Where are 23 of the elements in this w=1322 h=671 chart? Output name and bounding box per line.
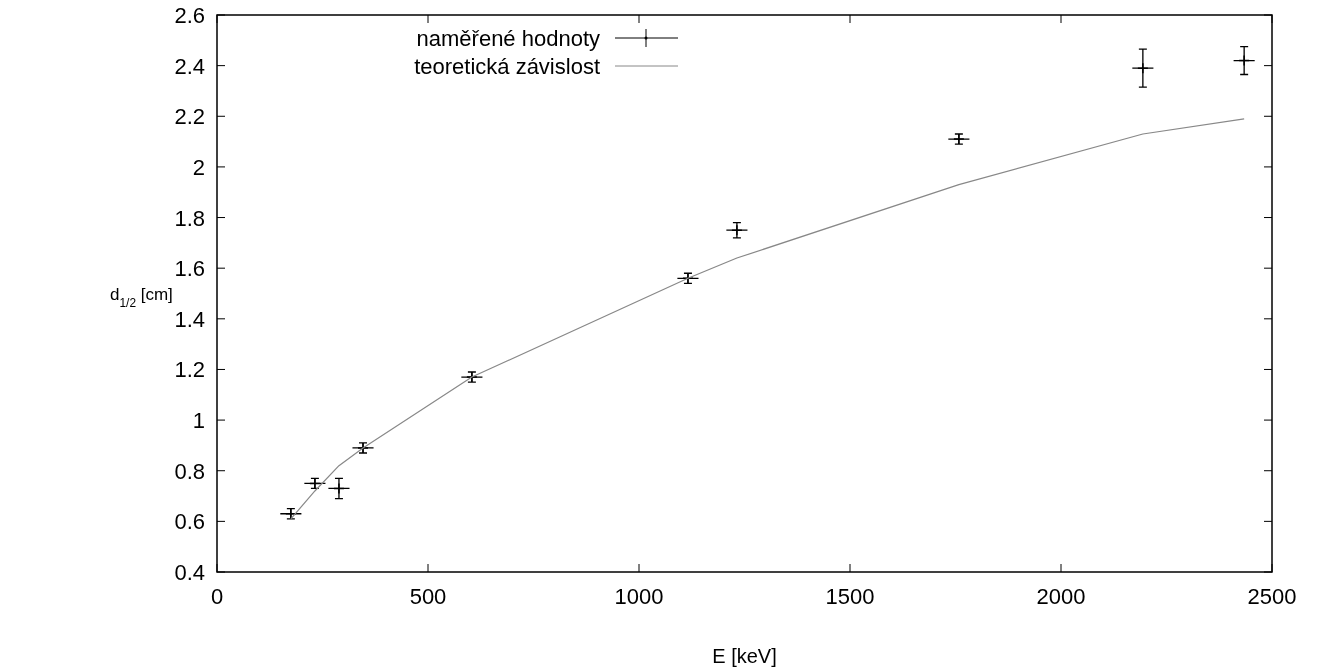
y-tick-label: 0.4	[174, 560, 205, 585]
x-tick-label: 2000	[1036, 584, 1086, 609]
y-tick-label: 1.4	[174, 306, 205, 332]
x-tick-label: 1000	[614, 584, 664, 609]
y-tick-label: 2	[192, 154, 205, 180]
y-tick-label: 1.6	[174, 256, 205, 282]
y-tick-label: 1.2	[174, 357, 205, 383]
x-tick-label: 2500	[1247, 584, 1297, 609]
y-axis-title: d$_{1/2}$ [cm]	[110, 284, 173, 310]
y-tick-label: 1	[192, 408, 205, 434]
x-axis-title: E [keV]	[712, 645, 777, 667]
x-tick-label: 1500	[825, 584, 875, 609]
line-series	[290, 118, 1245, 520]
x-tick-label: 0	[210, 584, 224, 609]
y-tick-label: 2.6	[174, 3, 205, 28]
y-tick-label: 0.6	[174, 509, 205, 535]
y-tick-label: 2.2	[174, 104, 205, 130]
y-tick-label: 1.8	[174, 205, 205, 231]
y-tick-label: 0.8	[174, 458, 205, 484]
x-tick-label: 500	[409, 584, 447, 609]
y-tick-label: 2.4	[174, 53, 205, 79]
legend-label: teoretická závislost	[414, 54, 600, 79]
legend-label: naměřené hodnoty	[416, 26, 600, 51]
